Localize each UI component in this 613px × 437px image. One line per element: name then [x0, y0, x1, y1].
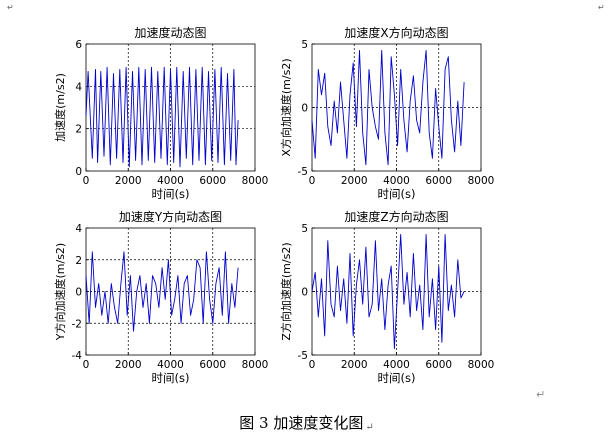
- x-tick-label: 8000: [242, 175, 269, 187]
- caption-paragraph-mark: ↵: [365, 422, 374, 433]
- x-tick-label: 4000: [157, 359, 184, 371]
- chart-panel-4: 0 2000 4000 6000 8000-505加速度Z方向动态图时间(s)Z方向加速…: [279, 209, 494, 385]
- y-axis-label: X方向加速度(m/s2): [279, 58, 293, 156]
- y-tick-label: 5: [301, 39, 308, 51]
- series-line-1: [85, 251, 239, 332]
- x-tick-label: 4000: [383, 359, 410, 371]
- y-tick-label: 4: [75, 223, 82, 235]
- chart-title: 加速度Z方向动态图: [344, 209, 448, 224]
- y-tick-label: -2: [72, 318, 82, 330]
- x-tick-label: 6000: [199, 175, 226, 187]
- x-tick-label: 8000: [242, 359, 269, 371]
- x-axis-label: 时间(s): [152, 371, 190, 385]
- trailing-paragraph-mark: ↵: [536, 388, 546, 401]
- x-tick-label: 8000: [468, 359, 495, 371]
- x-tick-label: 2000: [341, 359, 368, 371]
- x-tick-label: 6000: [199, 359, 226, 371]
- x-tick-label: 0: [83, 359, 90, 371]
- y-tick-label: 4: [75, 81, 82, 93]
- y-tick-label: 0: [75, 166, 82, 178]
- y-tick-label: -5: [298, 350, 308, 362]
- plot-frame: [85, 43, 256, 172]
- x-tick-label: 6000: [425, 175, 452, 187]
- chart-title: 加速度动态图: [134, 25, 206, 40]
- y-tick-label: -4: [72, 350, 83, 362]
- figure-caption: 图 3 加速度变化图 ↵: [0, 412, 613, 433]
- x-tick-label: 2000: [115, 175, 142, 187]
- y-tick-label: 2: [75, 124, 82, 136]
- x-tick-label: 2000: [115, 359, 142, 371]
- x-axis-label: 时间(s): [152, 187, 190, 201]
- x-tick-label: 0: [309, 175, 316, 187]
- series-line-1: [311, 233, 465, 350]
- corner-mark-right: ↵: [598, 3, 605, 12]
- corner-mark-left: ↵: [7, 3, 14, 12]
- y-tick-label: -5: [298, 166, 308, 178]
- caption-text: 图 3 加速度变化图: [239, 414, 364, 432]
- x-tick-label: 4000: [157, 175, 184, 187]
- series-line-1: [311, 49, 465, 166]
- x-tick-label: 4000: [383, 175, 410, 187]
- x-axis-label: 时间(s): [378, 371, 416, 385]
- chart-title: 加速度X方向动态图: [344, 25, 448, 40]
- y-axis-label: Y方向加速度(m/s2): [53, 243, 67, 341]
- y-tick-label: 0: [75, 287, 82, 299]
- y-axis-label: Z方向加速度(m/s2): [279, 242, 293, 340]
- y-tick-label: 2: [75, 255, 82, 267]
- y-tick-label: 0: [301, 287, 308, 299]
- chart-panel-2: 0 2000 4000 6000 8000-505加速度X方向动态图时间(s)X方向加速…: [279, 25, 494, 201]
- x-tick-label: 6000: [425, 359, 452, 371]
- series-line-1: [85, 66, 239, 168]
- y-tick-label: 5: [301, 223, 308, 235]
- x-tick-label: 0: [309, 359, 316, 371]
- y-tick-label: 6: [75, 39, 82, 51]
- x-tick-label: 2000: [341, 175, 368, 187]
- y-axis-label: 加速度(m/s2): [53, 73, 67, 142]
- x-axis-label: 时间(s): [378, 187, 416, 201]
- chart-title: 加速度Y方向动态图: [119, 209, 222, 224]
- x-tick-label: 0: [83, 175, 90, 187]
- x-tick-label: 8000: [468, 175, 495, 187]
- y-tick-label: 0: [301, 103, 308, 115]
